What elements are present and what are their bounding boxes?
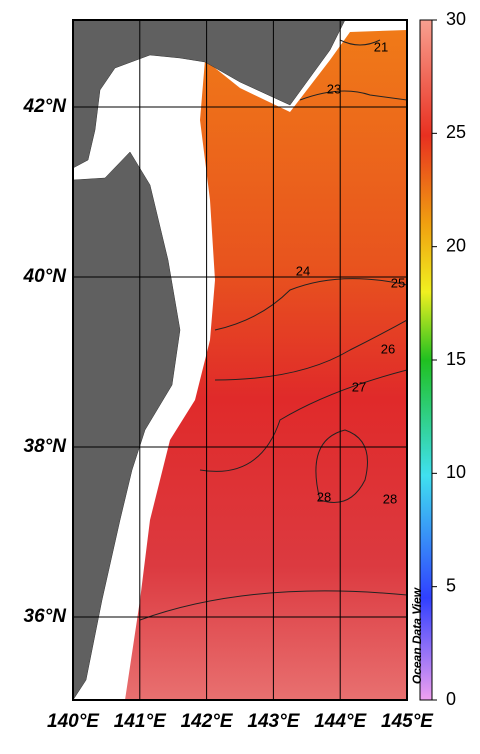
colorbar-label: 30: [446, 9, 466, 29]
lon-label: 140°E: [47, 711, 100, 732]
contour-label: 24: [296, 263, 310, 278]
ocean-field: [125, 30, 407, 700]
contour-label: 21: [374, 39, 388, 54]
map-frame: [72, 19, 408, 701]
contour-label: 26: [381, 341, 395, 356]
lat-label: 36°N: [24, 606, 68, 627]
land: [73, 151, 181, 700]
colorbar-label: 10: [446, 462, 466, 482]
land: [73, 20, 346, 169]
lon-label: 145°E: [381, 711, 434, 732]
colorbar-label: 0: [446, 689, 456, 709]
contour: [315, 429, 368, 503]
contour-label: 27: [352, 379, 366, 394]
lat-label: 42°N: [23, 96, 68, 117]
colorbar-label: 15: [446, 349, 466, 369]
colorbar-label: 20: [446, 235, 466, 255]
lat-label: 40°N: [23, 266, 68, 287]
lon-label: 144°E: [314, 711, 367, 732]
contour: [339, 39, 381, 46]
lon-label: 142°E: [181, 711, 234, 732]
contour: [139, 590, 407, 621]
contour: [299, 90, 407, 101]
contour-label: 28: [383, 491, 397, 506]
contour-label: 23: [327, 81, 341, 96]
lon-label: 141°E: [114, 711, 167, 732]
contour: [214, 319, 407, 381]
contour-label: 25: [391, 275, 405, 290]
contour-label: 28: [317, 489, 331, 504]
watermark: Ocean Data View: [410, 587, 424, 684]
lon-label: 143°E: [247, 711, 300, 732]
lat-label: 38°N: [24, 436, 68, 457]
graticule: [72, 20, 408, 700]
contour: [214, 278, 407, 331]
contour: [199, 369, 407, 472]
colorbar-label: 25: [446, 122, 466, 142]
colorbar-label: 5: [446, 575, 456, 595]
map-area: [73, 20, 407, 700]
